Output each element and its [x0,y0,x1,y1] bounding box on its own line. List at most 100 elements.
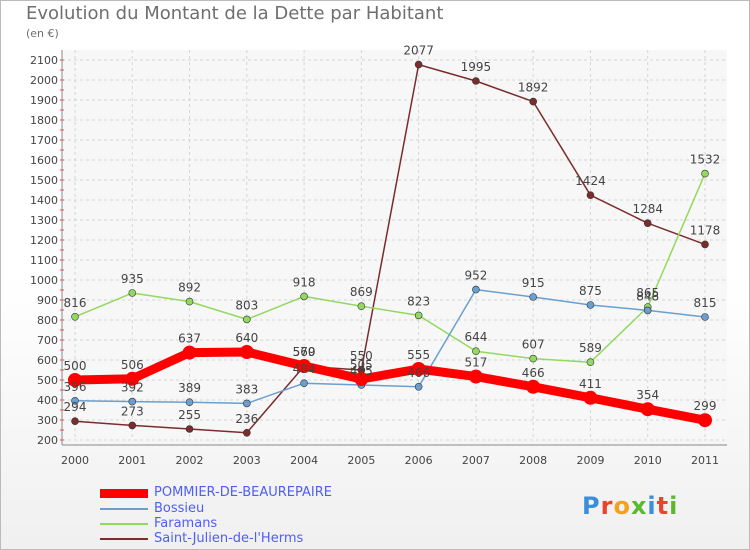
y-tick-label: 1100 [30,254,58,267]
data-point [354,372,369,386]
data-label: 640 [235,331,258,345]
y-tick-label: 1900 [30,94,58,107]
data-label: 1995 [461,60,492,74]
logo-letter: x [630,492,648,520]
y-tick-label: 500 [37,374,58,387]
data-label: 569 [293,345,316,359]
y-tick-label: 800 [37,314,58,327]
data-point [185,425,194,433]
data-point [640,402,655,417]
x-tick-label: 2001 [118,454,146,467]
data-point [526,379,541,394]
data-point [71,396,79,405]
data-point [411,362,426,376]
data-label: 815 [694,296,717,310]
data-point [300,292,308,301]
data-label: 935 [121,272,144,286]
y-tick-label: 1300 [30,214,58,227]
data-label: 555 [407,348,430,362]
x-tick-label: 2003 [233,454,261,467]
data-point [128,289,137,297]
y-tick-label: 1200 [30,234,58,247]
data-label: 517 [464,356,487,370]
x-tick-label: 2010 [634,454,662,467]
unit-label: (en €) [26,27,59,40]
y-tick-label: 1000 [30,274,58,287]
data-label: 1892 [518,81,549,95]
x-tick-label: 2006 [405,454,433,467]
data-point [701,313,709,321]
x-tick-label: 2002 [176,454,204,467]
legend-swatch-bossieu [100,508,148,510]
x-tick-label: 2008 [519,454,547,467]
data-label: 1284 [632,202,663,216]
data-label: 299 [694,399,717,413]
data-label: 1424 [575,174,606,188]
data-label: 875 [579,284,602,298]
data-point [414,382,423,391]
data-label: 466 [522,366,545,380]
proxiti-logo: Proxiti [582,492,678,520]
data-point [586,301,595,309]
data-label: 505 [350,358,373,372]
logo-letter: P [582,492,601,520]
y-tick-label: 300 [37,414,58,427]
y-tick-label: 200 [37,434,58,447]
y-tick-label: 1500 [30,174,58,187]
data-point [182,345,197,360]
data-label: 236 [235,412,258,426]
data-label: 644 [464,330,487,344]
data-point [128,397,137,406]
data-point [243,315,251,324]
data-point [529,293,537,301]
data-label: 500 [64,359,87,373]
data-label: 392 [121,381,144,395]
chart-title: Evolution du Montant de la Dette par Hab… [26,3,444,24]
data-label: 506 [121,358,144,372]
data-label: 848 [636,289,659,303]
data-point [472,347,480,356]
data-label: 915 [522,276,545,290]
data-label: 294 [64,400,87,414]
data-point [239,345,254,359]
data-label: 383 [235,382,258,396]
logo-letter: i [669,492,679,520]
data-point [586,191,595,199]
data-point [468,369,483,384]
y-tick-label: 700 [37,334,58,347]
x-tick-label: 2011 [691,454,719,467]
data-label: 389 [178,381,201,395]
y-tick-label: 1700 [30,134,58,147]
data-label: 396 [64,380,87,394]
y-tick-label: 2000 [30,74,58,87]
data-label: 1532 [690,153,721,167]
data-label: 952 [464,269,487,283]
legend-swatch-saint-julien [100,538,148,540]
series-line [74,172,706,363]
data-point [300,379,308,388]
data-label: 570 [293,345,316,359]
x-tick-label: 2007 [462,454,490,467]
data-point [297,359,312,373]
data-point [68,373,82,387]
y-tick-label: 900 [37,294,58,307]
data-label: 466 [407,366,430,380]
data-label: 918 [293,275,316,289]
data-point [472,285,480,294]
data-label: 607 [522,338,545,352]
data-point [643,306,652,315]
data-label: 550 [350,349,373,363]
data-label: 354 [636,388,659,402]
data-label: 475 [350,364,373,378]
y-tick-label: 400 [37,394,58,407]
data-point [357,302,366,311]
legend-label-bossieu: Bossieu [154,501,205,516]
logo-letter: o [613,492,631,520]
legend-label-saint-julien: Saint-Julien-de-l'Herms [154,531,304,546]
data-label: 637 [178,332,201,346]
data-label: 869 [350,285,373,299]
data-point [586,358,595,367]
x-tick-label: 2000 [61,454,89,467]
legend-label-faramans: Faramans [154,516,218,531]
